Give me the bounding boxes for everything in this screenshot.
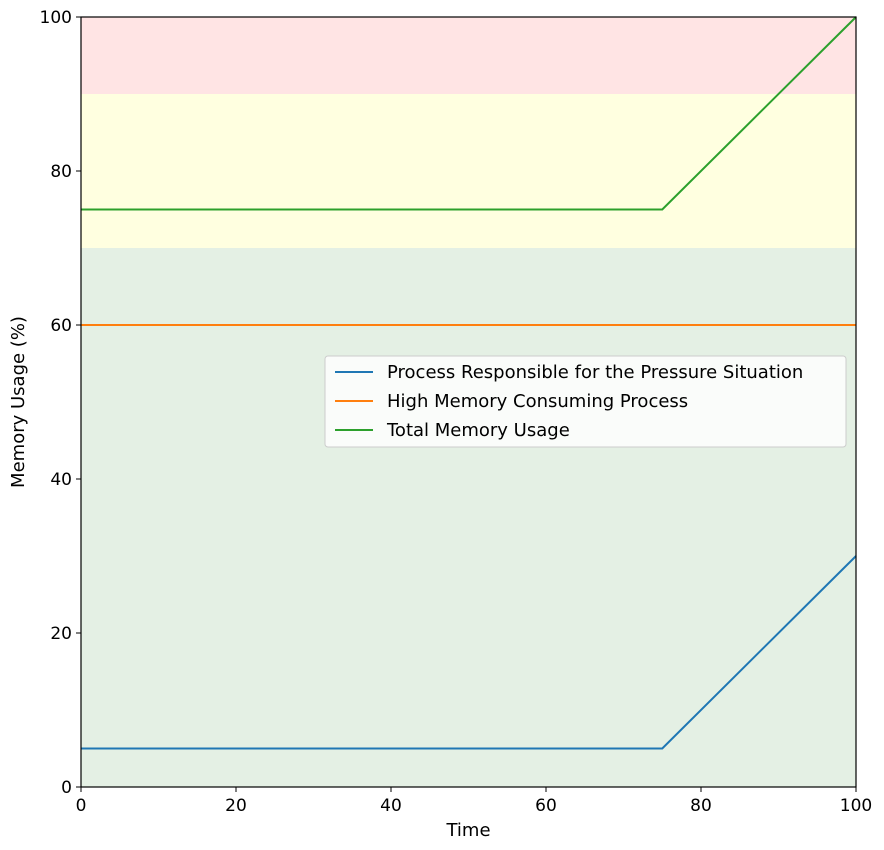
band-0 bbox=[81, 248, 856, 787]
y-tick-label: 100 bbox=[40, 8, 72, 28]
series-lines bbox=[81, 16, 857, 750]
y-tick-label: 0 bbox=[61, 778, 72, 798]
legend-label-1: High Memory Consuming Process bbox=[387, 391, 688, 412]
y-tick-label: 40 bbox=[50, 470, 72, 490]
y-tick-label: 80 bbox=[50, 162, 72, 182]
legend-label-2: Total Memory Usage bbox=[386, 420, 570, 441]
series-line-0 bbox=[81, 555, 857, 750]
x-tick-label: 100 bbox=[840, 796, 872, 816]
legend: Process Responsible for the Pressure Sit… bbox=[324, 355, 847, 448]
series-line-2 bbox=[81, 16, 857, 211]
band-2 bbox=[81, 17, 856, 94]
band-1 bbox=[81, 94, 856, 248]
x-tick-label: 40 bbox=[380, 796, 402, 816]
x-tick-label: 20 bbox=[225, 796, 247, 816]
plot-frame bbox=[80, 16, 857, 788]
y-tick-label: 60 bbox=[50, 316, 72, 336]
x-axis-label: Time bbox=[445, 820, 490, 841]
x-axis-ticks: 0 20 40 60 80 100 bbox=[76, 787, 872, 816]
y-axis-label: Memory Usage (%) bbox=[8, 316, 29, 488]
y-axis-ticks: 0 20 40 60 80 100 bbox=[40, 8, 81, 798]
legend-label-0: Process Responsible for the Pressure Sit… bbox=[387, 362, 803, 383]
threshold-bands bbox=[81, 17, 856, 787]
x-tick-label: 0 bbox=[76, 796, 87, 816]
y-tick-label: 20 bbox=[50, 624, 72, 644]
x-tick-label: 80 bbox=[690, 796, 712, 816]
x-tick-label: 60 bbox=[535, 796, 557, 816]
legend-box bbox=[324, 355, 847, 448]
